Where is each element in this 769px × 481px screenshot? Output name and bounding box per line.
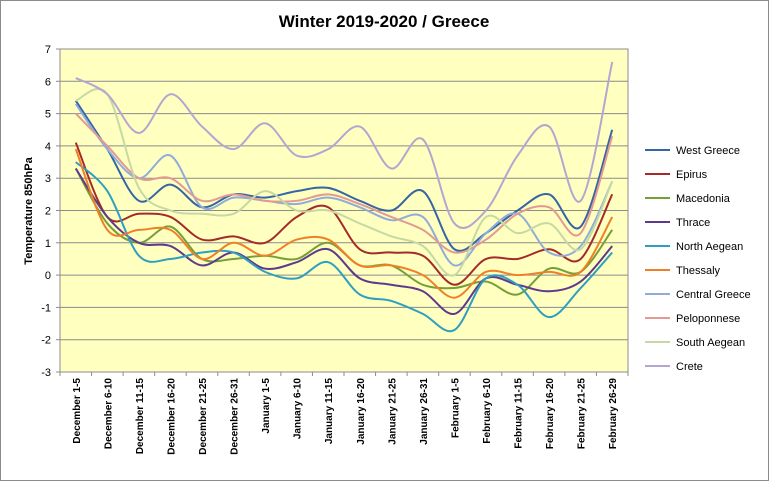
x-tick-label: December 16-20 [166,378,177,455]
y-tick-label: 6 [45,76,51,88]
y-tick-label: 4 [45,141,51,153]
y-tick-label: 0 [45,270,51,282]
series-line [75,61,614,229]
x-tick-label: December 1-5 [72,378,83,444]
x-tick-label: February 21-25 [577,378,588,450]
y-tick-label: 5 [45,109,51,121]
x-tick-label: January 1-5 [261,378,272,434]
legend-label: Thrace [676,217,710,229]
series-line [74,100,614,252]
legend-label: West Greece [676,145,740,157]
legend-label: South Aegean [676,337,745,349]
series-line [74,167,613,315]
x-tick-label: December 6-10 [103,378,114,450]
series-line [75,112,614,254]
x-tick-label: February 11-15 [514,378,525,449]
series-line [75,161,613,333]
legend-label: North Aegean [676,241,743,253]
legend-label: Crete [676,361,703,373]
legend-label: Peloponnese [676,313,740,325]
series-line [75,87,614,277]
y-tick-label: -3 [41,367,51,379]
y-tick-label: 3 [45,173,51,185]
y-tick-label: 7 [45,44,51,56]
series-line [74,142,614,286]
y-tick-label: -2 [41,335,51,347]
legend: West Greece Epirus Macedonia Thrace North Ae… [645,145,751,373]
x-tick-label: February 26-29 [608,378,619,450]
series-line [74,148,614,299]
legend-label: Macedonia [676,193,731,205]
y-axis-ticks: -3 -2 -1 0 1 2 3 4 5 6 7 [41,44,60,379]
legend-label: Central Greece [676,289,751,301]
x-tick-label: February 1-5 [450,378,461,438]
legend-label: Epirus [676,169,708,181]
x-tick-label: January 6-10 [293,378,304,440]
x-tick-label: February 16-20 [545,378,556,450]
y-tick-label: 1 [45,238,51,250]
x-tick-label: January 26-31 [419,378,430,445]
series-lines [74,61,614,333]
y-tick-label: -1 [41,302,51,314]
y-tick-label: 2 [45,206,51,218]
legend-label: Thessaly [676,265,721,277]
x-tick-label: December 21-25 [198,378,209,455]
series-line [74,103,614,267]
x-tick-label: February 6-10 [482,378,493,444]
x-tick-label: January 21-25 [387,378,398,445]
x-tick-label: January 11-15 [324,378,335,445]
x-tick-label: December 26-31 [230,378,241,455]
x-tick-label: January 16-20 [356,378,367,445]
x-axis-ticks: December 1-5 December 6-10 December 11-15 D… [59,372,629,455]
y-axis-label: Temperature 850hPa [23,156,35,264]
x-tick-label: December 11-15 [135,378,146,455]
chart-title: Winter 2019-2020 / Greece [279,12,490,31]
